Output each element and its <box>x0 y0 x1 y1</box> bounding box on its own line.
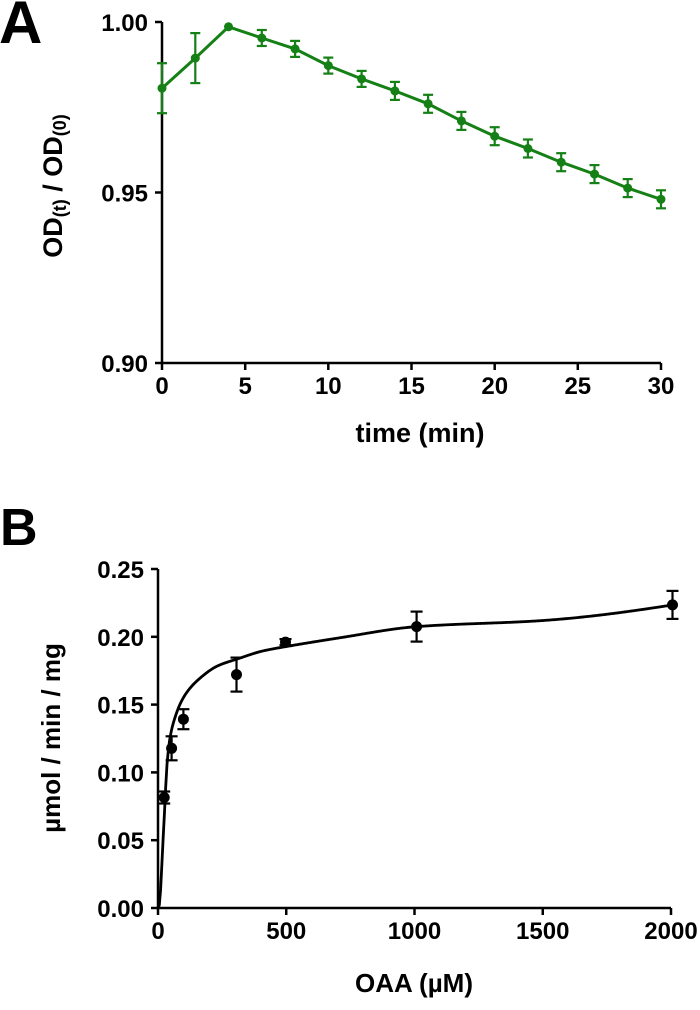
svg-text:A: A <box>0 0 42 56</box>
svg-text:0: 0 <box>151 918 164 945</box>
svg-text:0.00: 0.00 <box>97 896 144 923</box>
svg-text:500: 500 <box>266 918 306 945</box>
svg-text:0.05: 0.05 <box>97 828 144 855</box>
svg-text:OAA (µM): OAA (µM) <box>355 968 473 998</box>
svg-text:1000: 1000 <box>388 918 441 945</box>
svg-text:2000: 2000 <box>644 918 697 945</box>
svg-text:25: 25 <box>564 373 591 400</box>
svg-text:10: 10 <box>315 373 342 400</box>
svg-text:5: 5 <box>239 373 252 400</box>
svg-text:15: 15 <box>398 373 425 400</box>
svg-text:B: B <box>0 499 38 557</box>
svg-text:20: 20 <box>481 373 508 400</box>
svg-text:µmol / min / mg: µmol / min / mg <box>36 643 66 833</box>
svg-text:0.95: 0.95 <box>101 181 148 208</box>
svg-text:0.10: 0.10 <box>97 760 144 787</box>
svg-text:0.25: 0.25 <box>97 557 144 584</box>
svg-text:0.90: 0.90 <box>101 351 148 378</box>
svg-text:1.00: 1.00 <box>101 10 148 37</box>
svg-text:0: 0 <box>155 373 168 400</box>
svg-text:0.20: 0.20 <box>97 625 144 652</box>
svg-text:30: 30 <box>648 373 675 400</box>
svg-text:0.15: 0.15 <box>97 693 144 720</box>
svg-text:time (min): time (min) <box>355 418 484 448</box>
svg-text:1500: 1500 <box>516 918 569 945</box>
